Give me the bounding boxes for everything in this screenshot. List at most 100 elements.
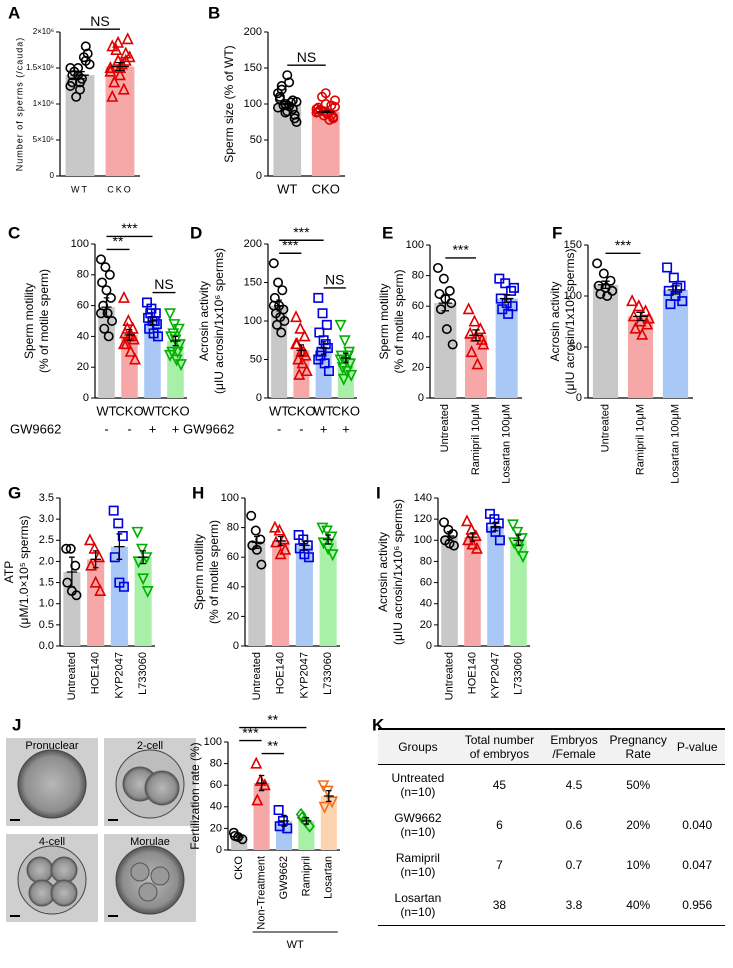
data-point bbox=[292, 352, 305, 365]
x-tick-label: Ramipril bbox=[300, 856, 312, 896]
row-value: + bbox=[342, 421, 350, 436]
y-tick-label: 20 bbox=[420, 619, 432, 631]
y-tick-label: 80 bbox=[412, 270, 424, 282]
data-point bbox=[334, 319, 347, 332]
data-point bbox=[668, 272, 679, 283]
panel-letter: B bbox=[208, 3, 220, 22]
y-tick-label: 60 bbox=[77, 300, 89, 312]
x-tick-label: WT bbox=[71, 184, 89, 194]
data-point bbox=[141, 586, 154, 599]
y-tick-label: 60 bbox=[210, 779, 222, 791]
y-tick-label: 1.5 bbox=[39, 576, 54, 588]
table-cell: 0.956 bbox=[669, 885, 725, 926]
y-tick-label: 3.5 bbox=[39, 492, 54, 504]
y-axis-label: (μM/1.0×10⁵ sperms) bbox=[17, 516, 31, 629]
data-point bbox=[506, 519, 519, 532]
y-tick-label: 0.5 bbox=[39, 619, 54, 631]
embryo bbox=[50, 879, 78, 907]
error-bar bbox=[438, 294, 453, 312]
data-point bbox=[251, 793, 264, 806]
data-point bbox=[434, 288, 445, 299]
bar bbox=[298, 820, 315, 850]
y-tick-label: 0 bbox=[426, 640, 432, 652]
y-tick-label: 40 bbox=[412, 331, 424, 343]
bar bbox=[319, 539, 337, 646]
data-point bbox=[175, 359, 188, 372]
table-row: Losartan (n=10) 38 3.8 40% 0.956 bbox=[378, 885, 725, 926]
x-tick-label: Non-Treatment bbox=[256, 856, 268, 930]
data-point bbox=[146, 303, 157, 314]
data-point bbox=[494, 273, 505, 284]
error-bar bbox=[71, 70, 89, 80]
data-point bbox=[101, 285, 112, 296]
data-point bbox=[295, 807, 307, 821]
data-point bbox=[117, 531, 128, 542]
panel-letter: G bbox=[8, 483, 21, 502]
x-tick-label: HOE140 bbox=[90, 652, 102, 694]
group-label: WT bbox=[287, 939, 304, 951]
bar bbox=[295, 545, 313, 646]
data-point bbox=[675, 280, 686, 291]
significance-label: *** bbox=[615, 237, 632, 253]
data-point bbox=[104, 64, 117, 77]
data-point bbox=[85, 558, 98, 571]
row-value: + bbox=[320, 421, 328, 436]
y-tick-label: 3.0 bbox=[39, 513, 54, 525]
data-point bbox=[663, 285, 674, 296]
data-point bbox=[639, 304, 652, 317]
y-tick-label: 80 bbox=[77, 269, 89, 281]
bar bbox=[592, 284, 619, 398]
x-tick-label: CKO bbox=[312, 181, 340, 196]
data-point bbox=[298, 534, 309, 545]
y-tick-label: 50 bbox=[570, 341, 582, 353]
x-tick-label: Untreated bbox=[439, 404, 451, 452]
data-point bbox=[470, 541, 483, 554]
data-point bbox=[278, 532, 291, 545]
error-bar bbox=[114, 533, 125, 560]
data-point bbox=[279, 542, 292, 555]
data-point bbox=[592, 258, 603, 269]
data-point bbox=[626, 294, 639, 307]
error-bar bbox=[170, 335, 181, 347]
error-bar bbox=[274, 299, 285, 312]
significance-label: ** bbox=[267, 711, 278, 727]
data-point bbox=[665, 299, 676, 310]
x-tick-label: KYP2047 bbox=[298, 652, 310, 698]
bar bbox=[110, 546, 128, 646]
data-point bbox=[255, 534, 266, 545]
data-point bbox=[119, 53, 132, 66]
error-bar bbox=[296, 344, 307, 357]
data-point bbox=[321, 319, 332, 330]
error-bar bbox=[234, 834, 245, 840]
data-point bbox=[468, 314, 481, 327]
data-point bbox=[340, 366, 353, 379]
error-bar bbox=[111, 61, 129, 72]
data-point bbox=[256, 559, 267, 570]
error-bar bbox=[444, 531, 455, 541]
data-point bbox=[329, 101, 340, 112]
y-axis-label: (μIU acrosin/1x10⁶ sperms) bbox=[212, 248, 226, 394]
y-tick-label: 100 bbox=[244, 98, 262, 110]
data-point bbox=[486, 522, 497, 533]
data-point bbox=[508, 537, 521, 550]
data-point bbox=[602, 290, 613, 301]
table-header-cell: P-value bbox=[669, 728, 725, 765]
data-point bbox=[282, 70, 293, 81]
data-point bbox=[320, 525, 333, 538]
table-cell: 3.8 bbox=[541, 885, 607, 926]
data-point bbox=[300, 364, 313, 377]
data-point bbox=[141, 297, 152, 308]
error-bar bbox=[124, 328, 135, 341]
x-tick-label: GW9662 bbox=[278, 856, 290, 899]
data-point bbox=[511, 526, 524, 539]
significance-label: ** bbox=[267, 737, 278, 753]
data-point bbox=[117, 337, 130, 350]
data-point bbox=[254, 773, 267, 786]
data-point bbox=[121, 32, 134, 45]
error-bar bbox=[597, 280, 614, 289]
data-point bbox=[477, 337, 490, 350]
table-cell: 0.040 bbox=[682, 818, 713, 832]
significance-label: NS bbox=[154, 276, 173, 292]
data-point bbox=[89, 575, 102, 588]
data-point bbox=[78, 52, 89, 63]
